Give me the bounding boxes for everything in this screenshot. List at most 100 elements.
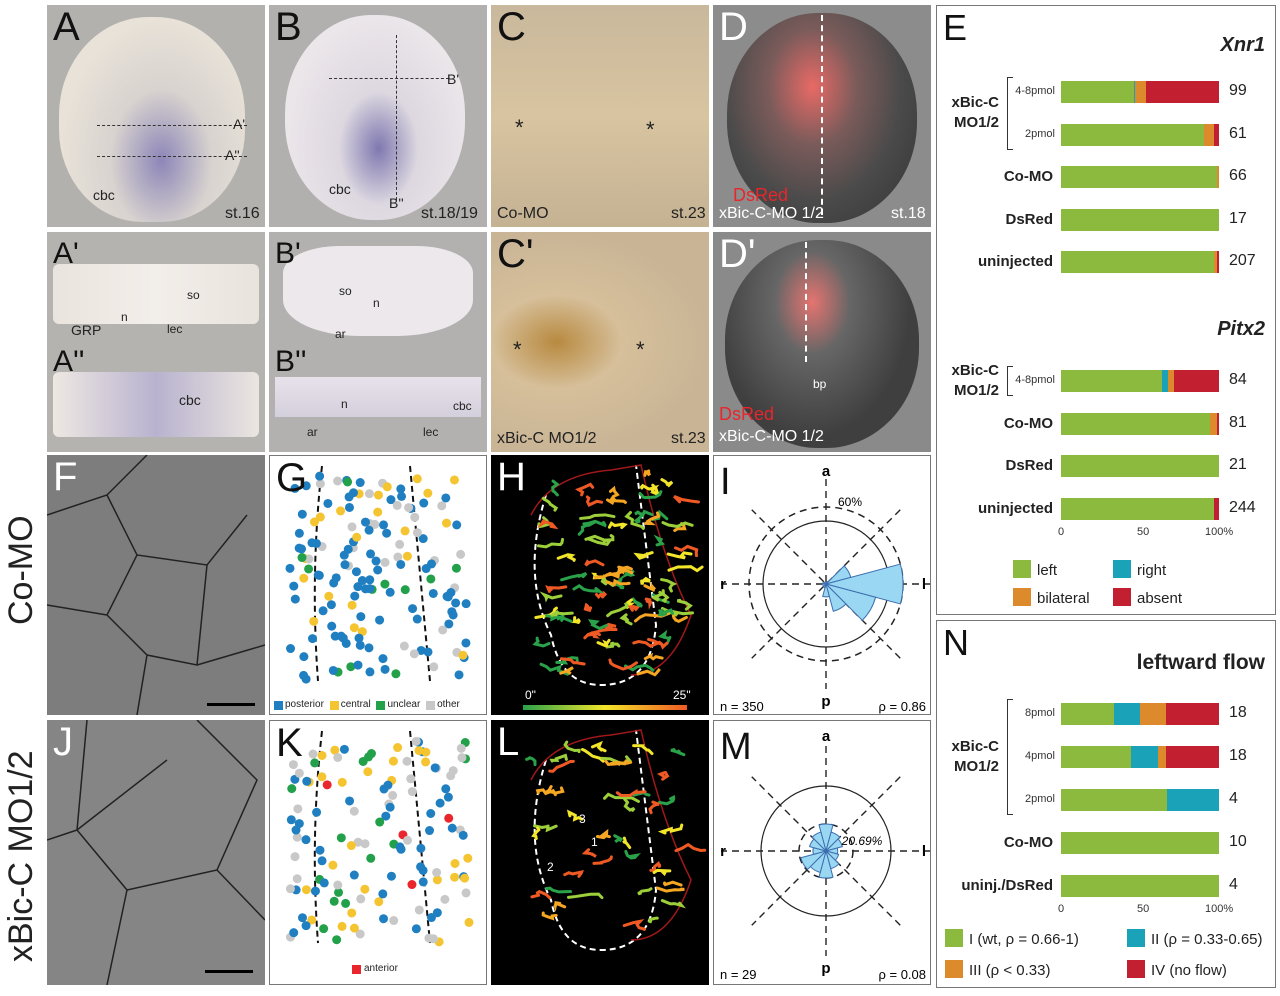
particle-track	[657, 795, 676, 806]
cilium-dot	[416, 862, 426, 872]
annotation: lec	[423, 425, 439, 439]
particle-track	[584, 559, 605, 567]
cilium-dot	[446, 588, 456, 598]
particle-track	[592, 855, 613, 865]
legend-swatch	[945, 929, 963, 947]
cilium-dot	[412, 474, 422, 484]
bar-segment	[1061, 497, 1214, 520]
particle-track	[545, 886, 573, 894]
particle-track	[605, 641, 621, 649]
bar-segment	[1061, 875, 1219, 897]
cilium-dot	[331, 573, 341, 583]
particle-track	[574, 482, 595, 497]
legend-swatch	[1127, 929, 1145, 947]
cilium-dot	[364, 643, 374, 653]
cilium-dot	[410, 512, 420, 522]
cilium-dot	[312, 807, 322, 817]
cilium-dot	[328, 665, 338, 675]
particle-track	[623, 663, 655, 672]
cilia-position-plot	[285, 730, 474, 947]
particle-track	[587, 537, 612, 547]
cilium-dot	[404, 503, 414, 513]
cilium-dot	[458, 830, 468, 840]
cilium-dot	[343, 477, 353, 487]
cilium-dot	[395, 539, 405, 549]
cilium-dot	[294, 543, 304, 553]
particle-track	[670, 748, 686, 757]
cilium-dot	[366, 549, 376, 559]
particle-track	[653, 534, 666, 547]
cilium-dot	[333, 476, 343, 486]
stage-label: st.23	[671, 430, 706, 447]
direction-label: r	[720, 576, 726, 593]
direction-label: p	[821, 960, 830, 977]
panel-G: G posterior central unclear other	[269, 455, 487, 715]
cilium-dot	[313, 570, 323, 580]
cilium-dot	[290, 483, 300, 493]
cilium-dot	[299, 652, 309, 662]
cilium-dot	[304, 554, 314, 564]
cilium-dot	[412, 528, 422, 538]
cilium-dot	[463, 853, 473, 863]
panel-letter: A'	[53, 237, 79, 270]
direction-label: l	[922, 843, 926, 860]
panel-B: B B' B'' cbc st.18/19	[269, 5, 487, 227]
particle-tracks	[525, 729, 707, 952]
time-color-scale	[523, 705, 687, 710]
particle-track	[673, 494, 700, 504]
particle-track	[608, 658, 638, 671]
cilium-dot	[336, 833, 346, 843]
particle-track	[622, 836, 632, 850]
particle-track	[609, 485, 620, 502]
panel-E-chart: E Xnr1 4-8pmol 99 2pmol 61 Co-MO 66 DsRed 17 unin…	[936, 5, 1276, 615]
cilium-dot	[294, 528, 304, 538]
annotation: lec	[167, 322, 183, 336]
cilium-dot	[423, 488, 433, 498]
particle-track	[643, 469, 651, 477]
chart-title: Xnr1	[1220, 34, 1265, 56]
cilium-dot	[396, 559, 406, 569]
particle-track	[644, 597, 653, 610]
panel-letter: D	[719, 5, 748, 49]
particle-track	[550, 609, 574, 617]
panel-letter: L	[497, 720, 520, 764]
cilium-dot	[308, 749, 318, 759]
cilium-dot	[396, 484, 406, 494]
particle-track	[673, 544, 699, 558]
cilium-dot	[418, 534, 428, 544]
scale-bar	[207, 703, 255, 706]
particle-track	[627, 604, 640, 612]
cilium-dot	[460, 873, 470, 883]
group-bracket	[1007, 366, 1013, 396]
cilium-dot	[357, 576, 367, 586]
particle-track	[603, 792, 640, 803]
particle-track	[677, 598, 693, 611]
asterisk: *	[646, 117, 655, 142]
cilium-dot	[452, 520, 462, 530]
annotation: so	[339, 284, 352, 298]
category-label: DsRed	[1005, 210, 1053, 228]
cilium-dot	[289, 928, 299, 938]
cilium-dot	[364, 752, 374, 762]
cilium-dot	[379, 914, 389, 924]
cilium-dot	[432, 867, 442, 877]
legend-item: III (ρ < 0.33)	[945, 960, 1050, 979]
particle-track	[543, 785, 565, 795]
section-label: A'	[233, 116, 246, 132]
cilium-dot	[299, 670, 309, 680]
cilium-dot	[380, 557, 390, 567]
bar-segment	[1061, 81, 1134, 103]
panel-letter: C	[497, 5, 526, 49]
bar-segment	[1061, 412, 1210, 435]
rose-sector	[825, 831, 841, 853]
cilium-dot	[444, 813, 454, 823]
bar-segment	[1061, 789, 1167, 811]
particle-track	[619, 613, 633, 626]
annotation: cbc	[93, 187, 115, 203]
panel-H: H 0" 25"	[491, 455, 709, 715]
particle-track	[536, 537, 565, 549]
cilium-dot	[356, 894, 366, 904]
particle-track	[649, 861, 662, 872]
panel-letter: N	[943, 622, 969, 663]
